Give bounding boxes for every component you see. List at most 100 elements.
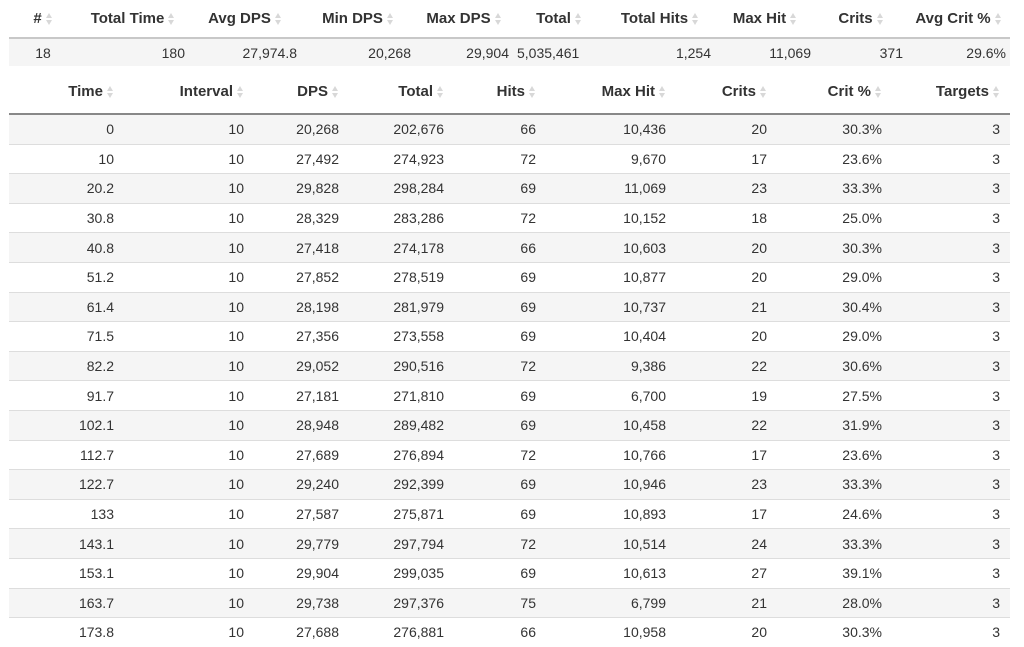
sort-arrows-icon[interactable] [692, 12, 699, 26]
cell-targets: 3 [892, 261, 1010, 293]
col-hits[interactable]: Hits [454, 70, 546, 115]
col-label: Max Hit [601, 83, 655, 100]
sort-arrows-icon[interactable] [993, 85, 1000, 99]
summary-col-avg-crit-pct[interactable]: Avg Crit % [907, 0, 1010, 38]
cell-targets: 3 [892, 232, 1010, 263]
cell-interval: 10 [124, 587, 254, 618]
cell-targets: 3 [892, 173, 1010, 204]
sort-arrows-icon[interactable] [107, 85, 114, 99]
cell-dps: 27,689 [254, 439, 349, 470]
cell-crit-pct: 30.3% [777, 617, 892, 647]
col-label: DPS [297, 83, 328, 100]
summary-col-total[interactable]: Total [513, 0, 605, 38]
sort-arrows-icon[interactable] [994, 12, 1002, 26]
table-row: 61.4 10 28,198 281,979 69 10,737 21 30.4% 3 [9, 291, 1010, 322]
cell-max-hit: 11,069 [546, 173, 676, 204]
col-label: Interval [179, 83, 233, 100]
cell-crits: 24 [676, 528, 777, 559]
sort-arrows-icon[interactable] [274, 12, 282, 26]
cell-max-hit: 10,946 [546, 469, 676, 500]
cell-crit-pct: 27.5% [777, 380, 892, 411]
sort-arrows-icon[interactable] [659, 85, 666, 99]
sort-arrows-icon[interactable] [332, 85, 339, 99]
cell-targets: 3 [892, 617, 1010, 647]
cell-crits: 22 [676, 350, 777, 381]
table-body: 0 10 20,268 202,676 66 10,436 20 30.3% 3 10 10 27,4… [9, 113, 1010, 647]
summary-col-total-hits[interactable]: Total Hits [605, 0, 715, 38]
cell-dps: 29,738 [254, 587, 349, 618]
summary-table: # Total Time Avg DPS Min DPS Max DPS Tot… [9, 0, 1010, 66]
cell-targets: 3 [892, 469, 1010, 500]
sort-arrows-icon[interactable] [237, 85, 244, 99]
cell-crit-pct: 31.9% [777, 409, 892, 441]
cell-hits: 69 [454, 321, 546, 352]
sort-arrows-icon[interactable] [529, 85, 536, 99]
table-row: 102.1 10 28,948 289,482 69 10,458 22 31.9% 3 [9, 409, 1010, 441]
col-targets[interactable]: Targets [892, 70, 1010, 115]
col-interval[interactable]: Interval [124, 70, 254, 115]
sort-arrows-icon[interactable] [168, 12, 175, 26]
table-row: 0 10 20,268 202,676 66 10,436 20 30.3% 3 [9, 113, 1010, 145]
cell-max-hit: 10,893 [546, 498, 676, 529]
cell-time: 143.1 [9, 528, 124, 559]
col-max-hit[interactable]: Max Hit [546, 70, 676, 115]
cell-max-hit: 10,436 [546, 113, 676, 145]
sort-arrows-icon[interactable] [574, 12, 582, 26]
summary-col-max-dps[interactable]: Max DPS [415, 0, 513, 38]
cell-time: 61.4 [9, 291, 124, 322]
summary-col-label: Avg DPS [208, 10, 271, 27]
table-row: 133 10 27,587 275,871 69 10,893 17 24.6% 3 [9, 498, 1010, 529]
sort-arrows-icon[interactable] [494, 12, 502, 26]
summary-col-label: Min DPS [322, 10, 383, 27]
cell-dps: 29,052 [254, 350, 349, 381]
table-row: 71.5 10 27,356 273,558 69 10,404 20 29.0% 3 [9, 321, 1010, 352]
cell-targets: 3 [892, 350, 1010, 381]
sort-arrows-icon[interactable] [875, 85, 882, 99]
cell-crit-pct: 30.6% [777, 350, 892, 381]
cell-dps: 27,688 [254, 617, 349, 647]
cell-crit-pct: 24.6% [777, 498, 892, 529]
col-crits[interactable]: Crits [676, 70, 777, 115]
cell-interval: 10 [124, 232, 254, 263]
sort-arrows-icon[interactable] [790, 12, 797, 26]
sort-arrows-icon[interactable] [437, 85, 444, 99]
summary-col-label: Crits [838, 10, 873, 27]
summary-col-avg-dps[interactable]: Avg DPS [189, 0, 301, 38]
summary-header-row: # Total Time Avg DPS Min DPS Max DPS Tot… [9, 0, 1010, 38]
col-dps[interactable]: DPS [254, 70, 349, 115]
summary-col-min-dps[interactable]: Min DPS [301, 0, 415, 38]
cell-crit-pct: 30.3% [777, 232, 892, 263]
cell-dps: 27,492 [254, 143, 349, 174]
sort-arrows-icon[interactable] [45, 12, 53, 26]
cell-crit-pct: 29.0% [777, 321, 892, 352]
cell-crit-pct: 33.3% [777, 528, 892, 559]
cell-interval: 10 [124, 498, 254, 529]
summary-col-total-time[interactable]: Total Time [77, 0, 189, 38]
cell-dps: 27,418 [254, 232, 349, 263]
cell-total: 297,376 [349, 587, 454, 618]
col-time[interactable]: Time [9, 70, 124, 115]
cell-crits: 23 [676, 173, 777, 204]
cell-crit-pct: 29.0% [777, 261, 892, 293]
summary-col-label: Max DPS [426, 10, 491, 27]
cell-hits: 66 [454, 617, 546, 647]
cell-hits: 75 [454, 587, 546, 618]
col-total[interactable]: Total [349, 70, 454, 115]
interval-table: Time Interval DPS Total Hits Max Hit Cri… [9, 70, 1010, 647]
cell-dps: 28,948 [254, 409, 349, 441]
summary-col-crits[interactable]: Crits [815, 0, 907, 38]
summary-col-max-hit[interactable]: Max Hit [715, 0, 815, 38]
summary-col-number[interactable]: # [9, 0, 77, 38]
sort-arrows-icon[interactable] [386, 12, 394, 26]
cell-crits: 20 [676, 321, 777, 352]
cell-total: 274,178 [349, 232, 454, 263]
sort-arrows-icon[interactable] [760, 85, 767, 99]
cell-crit-pct: 30.4% [777, 291, 892, 322]
table-header-row: Time Interval DPS Total Hits Max Hit Cri… [9, 70, 1010, 115]
sort-arrows-icon[interactable] [876, 12, 884, 26]
cell-hits: 72 [454, 143, 546, 174]
cell-time: 122.7 [9, 469, 124, 500]
cell-targets: 3 [892, 380, 1010, 411]
col-crit-pct[interactable]: Crit % [777, 70, 892, 115]
cell-dps: 29,904 [254, 557, 349, 588]
